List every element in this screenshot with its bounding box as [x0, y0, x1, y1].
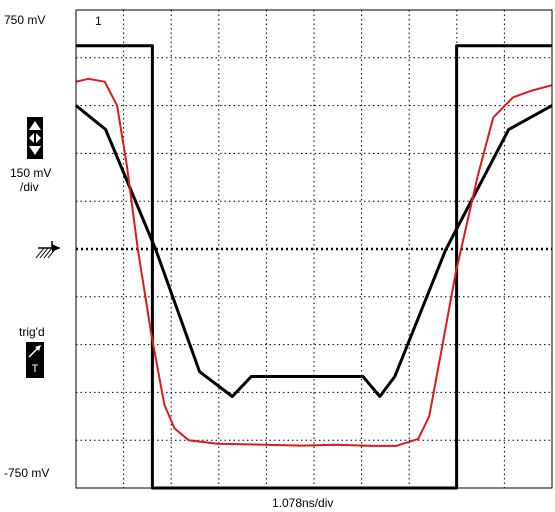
trigger-slope-icon[interactable]: T	[26, 342, 44, 378]
trigger-badge: T	[31, 363, 39, 375]
ground-reference-icon	[35, 241, 60, 259]
timebase-label: 1.078ns/div	[272, 496, 334, 510]
bottom-voltage-label: -750 mV	[4, 466, 50, 480]
trigger-status-label: trig'd	[19, 325, 45, 339]
volts-per-div-value: 150 mV	[10, 166, 52, 180]
slope-arrow-icon	[28, 345, 41, 358]
graticule-frame	[75, 9, 553, 489]
volts-per-div-unit: /div	[20, 180, 39, 194]
channel-number: 1	[95, 14, 102, 28]
up-down-arrow-icon[interactable]	[27, 117, 43, 159]
waveform-trace	[75, 77, 553, 447]
top-voltage-label: 750 mV	[4, 13, 46, 27]
mask-inner-trace	[75, 104, 553, 398]
graticule	[76, 10, 552, 488]
